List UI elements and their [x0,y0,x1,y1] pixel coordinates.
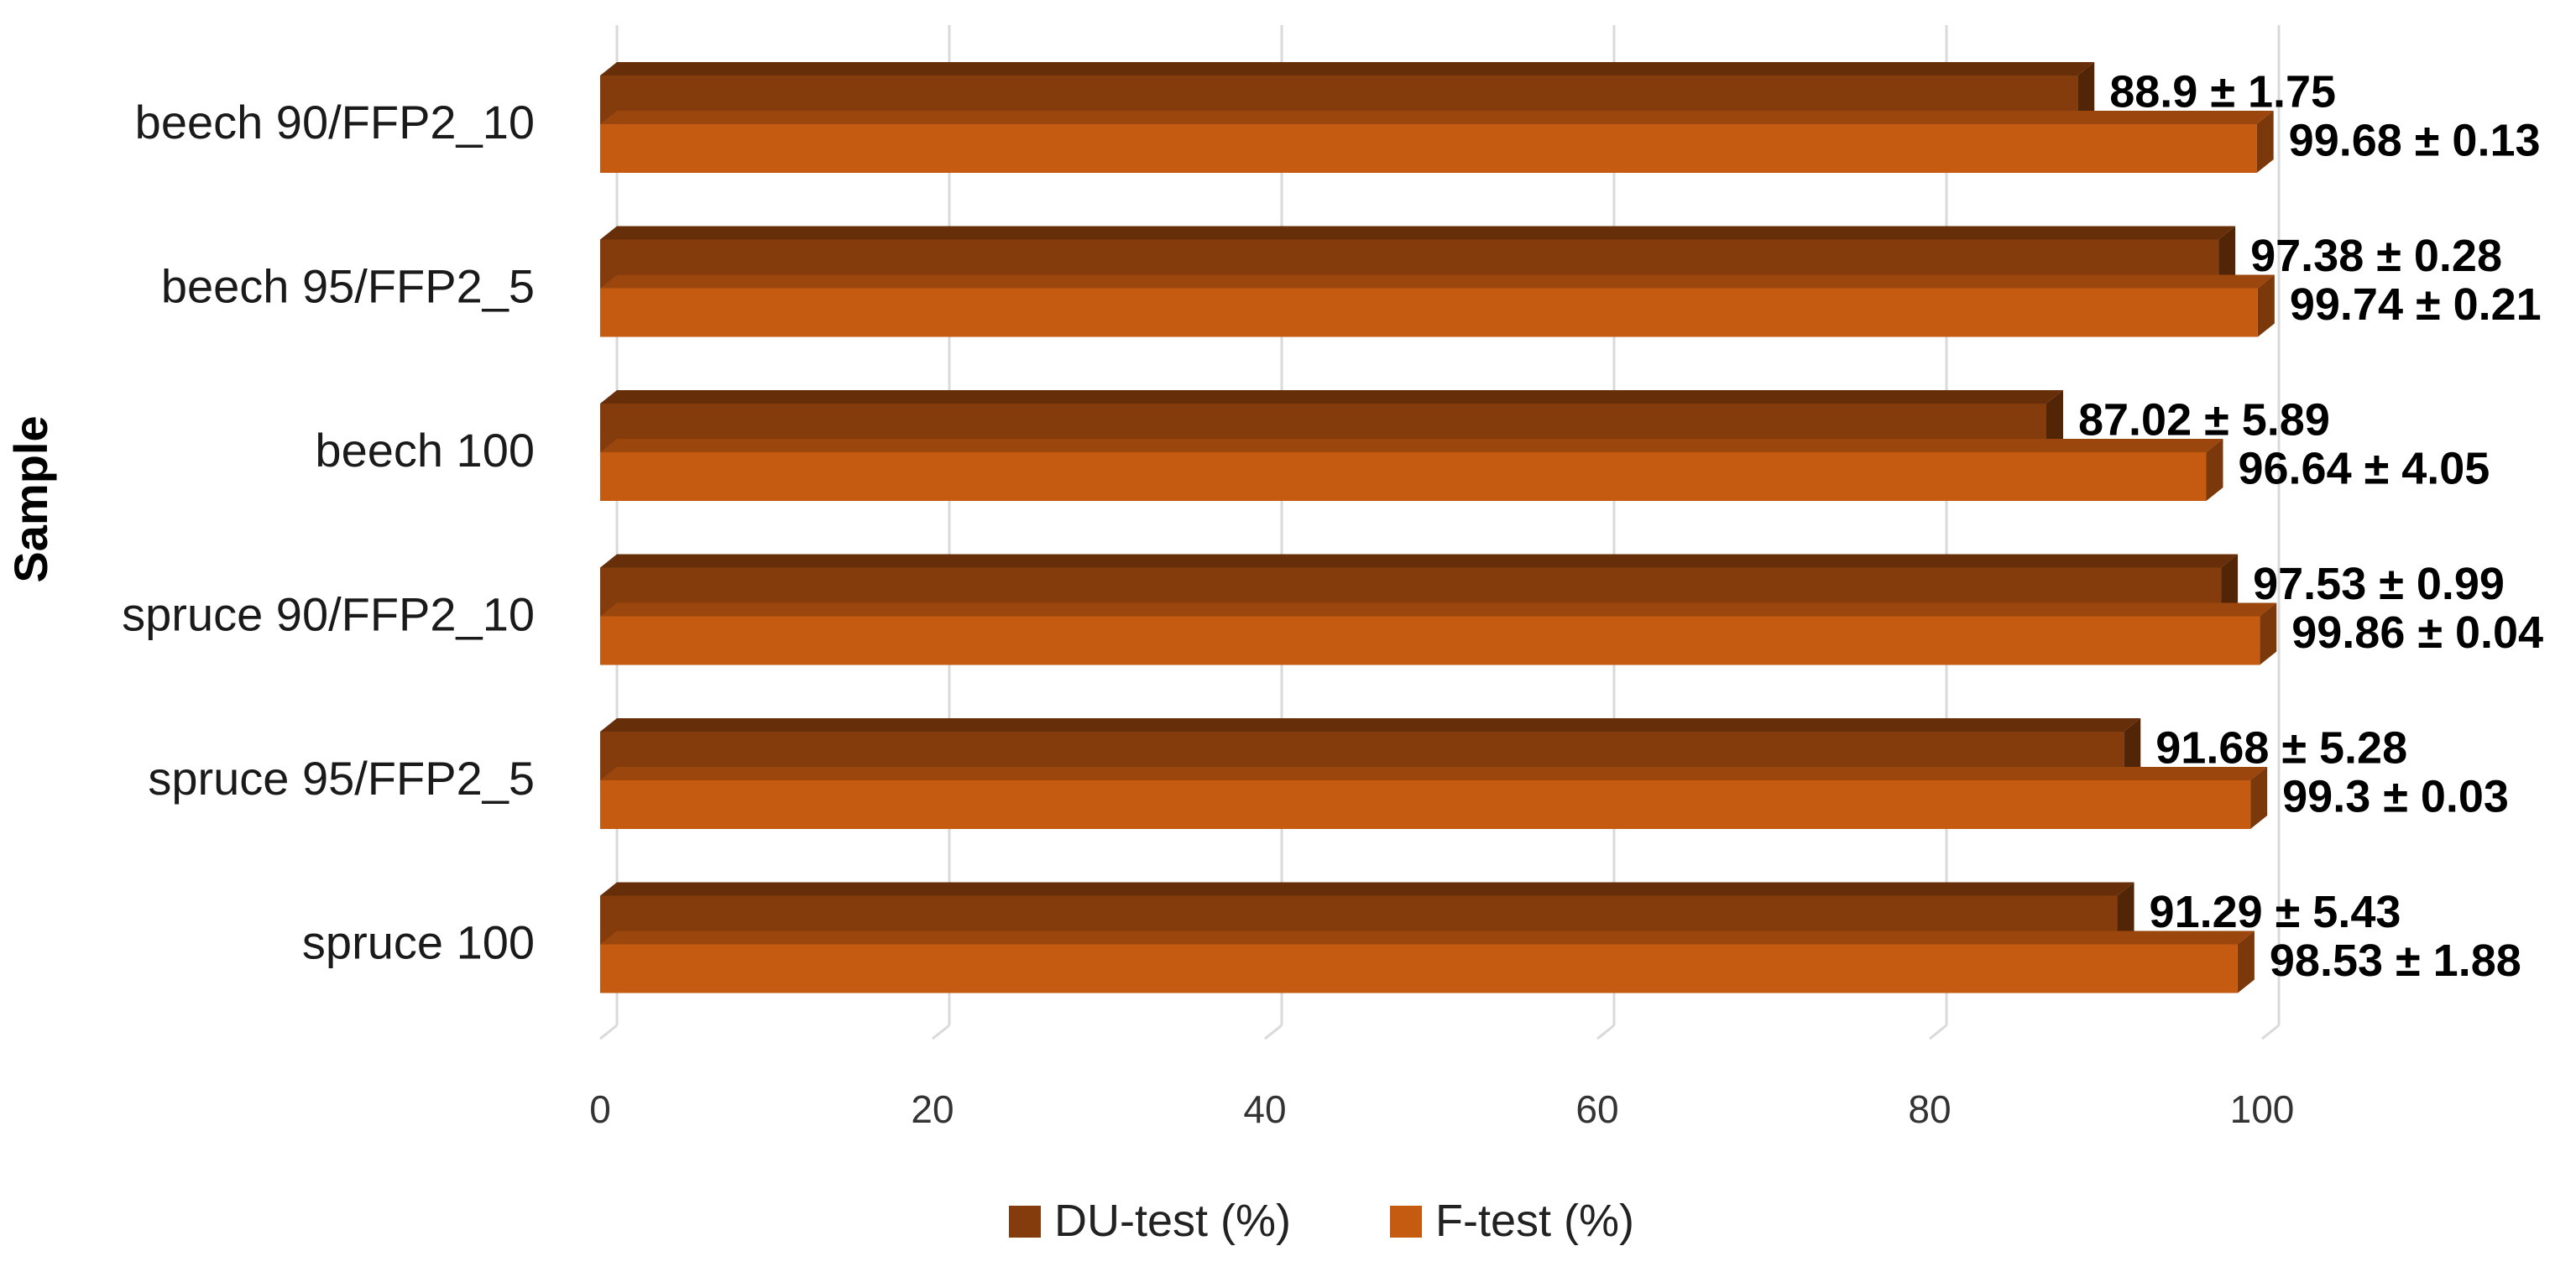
category-label: spruce 90/FFP2_10 [122,587,535,640]
data-label: 97.38 ± 0.28 [2250,231,2502,281]
category-label: spruce 95/FFP2_5 [148,752,535,805]
data-label: 97.53 ± 0.99 [2253,559,2505,609]
floor-gridline [932,1024,950,1040]
legend-label: F-test (%) [1435,1196,1634,1246]
bar-f-test [600,931,2255,993]
category-label: beech 90/FFP2_10 [135,96,535,149]
floor-gridline [599,1024,618,1040]
y-axis-title: Sample [4,415,57,582]
x-tick-label: 80 [1908,1087,1951,1131]
legend-swatch [1009,1206,1041,1238]
x-tick-label: 100 [2230,1087,2295,1131]
x-tick-label: 20 [911,1087,954,1131]
data-label: 87.02 ± 5.89 [2078,394,2330,445]
category-label: beech 95/FFP2_5 [161,259,535,312]
legend-label: DU-test (%) [1054,1196,1291,1246]
bar-f-test [600,111,2274,173]
data-label: 91.68 ± 5.28 [2155,722,2407,773]
legend-swatch [1390,1206,1422,1238]
gridlines [599,25,2281,1040]
x-tick-label: 0 [589,1087,611,1131]
legend: DU-test (%) F-test (%) [1009,1196,1634,1246]
bar-f-test [600,274,2275,337]
data-label: 99.86 ± 0.04 [2291,607,2543,658]
bars [600,62,2277,993]
data-label: 88.9 ± 1.75 [2109,66,2336,117]
floor-gridline [2261,1024,2280,1040]
data-label: 96.64 ± 4.05 [2238,443,2490,493]
bar-f-test [600,602,2277,665]
floor-gridline [1929,1024,1947,1040]
bar-f-test [600,439,2223,501]
category-label: spruce 100 [302,915,535,968]
x-tick-label: 40 [1243,1087,1286,1131]
bar-f-test [600,767,2268,829]
data-label: 91.29 ± 5.43 [2150,887,2401,937]
data-label: 99.74 ± 0.21 [2290,279,2542,330]
x-tick-label: 60 [1575,1087,1618,1131]
data-label: 98.53 ± 1.88 [2270,936,2521,986]
floor-gridline [1264,1024,1283,1040]
x-tick-labels: 0 20 40 60 80 100 [589,1087,2294,1131]
legend-item: F-test (%) [1390,1196,1634,1246]
legend-item: DU-test (%) [1009,1196,1291,1246]
category-label: beech 100 [315,424,535,477]
data-label: 99.3 ± 0.03 [2282,771,2509,821]
floor-gridline [1596,1024,1615,1040]
data-label: 99.68 ± 0.13 [2289,115,2541,165]
